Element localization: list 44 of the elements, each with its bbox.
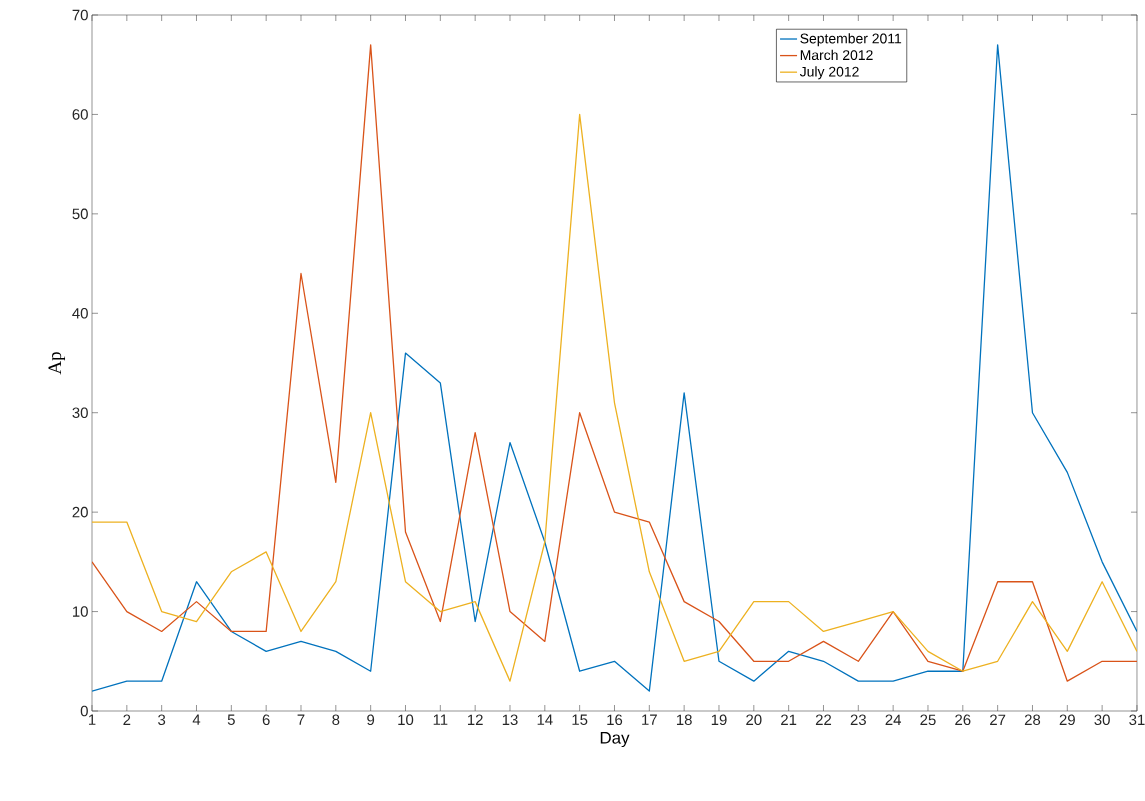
y-axis-title: Ap: [48, 352, 66, 375]
x-tick-label: 13: [502, 714, 518, 726]
x-tick-label: 29: [1059, 714, 1075, 726]
x-tick-label: 15: [572, 714, 588, 725]
x-tick-label: 28: [1024, 714, 1041, 726]
x-tick-label: 11: [433, 714, 448, 725]
x-tick-label: 16: [607, 714, 623, 726]
x-tick-label: 26: [955, 714, 971, 726]
x-tick-label: 14: [537, 714, 553, 725]
x-tick-label: 1: [88, 714, 96, 725]
legend-label: September 2011: [800, 33, 902, 47]
x-tick-label: 19: [711, 714, 727, 726]
y-tick-label: 20: [72, 506, 88, 518]
x-tick-label: 31: [1129, 714, 1145, 726]
y-tick-label: 40: [72, 307, 88, 319]
x-tick-label: 6: [262, 714, 270, 726]
x-tick-label: 17: [642, 714, 657, 725]
x-tick-label: 21: [781, 714, 797, 725]
x-tick-label: 4: [192, 714, 201, 725]
y-tick-label: 30: [72, 407, 88, 418]
y-tick-label: 70: [72, 9, 88, 21]
x-tick-label: 24: [885, 714, 902, 725]
x-tick-label: 10: [398, 714, 414, 726]
x-tick-label: 18: [676, 714, 692, 726]
y-tick-label: 0: [80, 705, 88, 717]
y-tick-label: 10: [73, 606, 88, 617]
x-tick-label: 2: [123, 714, 131, 725]
x-tick-label: 30: [1094, 714, 1110, 726]
x-tick-label: 22: [815, 714, 832, 725]
x-tick-label: 5: [227, 714, 235, 725]
x-tick-label: 3: [158, 714, 166, 726]
x-tick-label: 8: [332, 714, 340, 726]
x-tick-label: 25: [920, 714, 936, 726]
x-tick-label: 20: [746, 714, 762, 726]
legend-label: July 2012: [799, 66, 859, 80]
x-tick-label: 12: [467, 714, 483, 725]
x-tick-label: 23: [850, 714, 866, 726]
x-tick-label: 7: [297, 714, 305, 725]
y-tick-label: 50: [72, 208, 88, 220]
x-tick-label: 27: [990, 714, 1006, 725]
x-axis-title: Day: [600, 731, 630, 748]
y-tick-label: 60: [72, 109, 88, 120]
x-tick-label: 9: [367, 714, 375, 726]
legend-label: March 2012: [800, 49, 873, 61]
